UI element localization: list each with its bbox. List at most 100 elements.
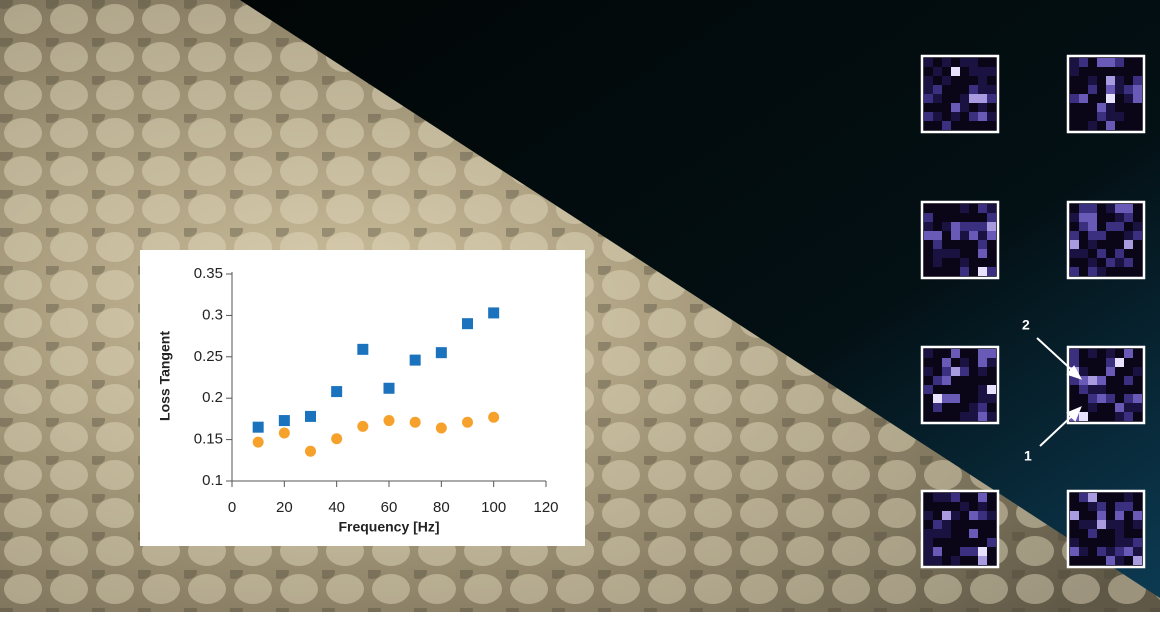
thumbnail-pixel xyxy=(1115,547,1124,556)
thumbnail-pixel xyxy=(1133,112,1142,121)
thumbnail-pixel xyxy=(1088,493,1097,502)
point xyxy=(410,417,421,428)
thumbnail-pixel xyxy=(969,547,978,556)
thumbnail-pixel xyxy=(1124,267,1133,276)
thumbnail-pixel xyxy=(942,112,951,121)
thumbnail-pixel xyxy=(1115,267,1124,276)
thumbnail-pixel xyxy=(987,493,996,502)
thumbnail-pixel xyxy=(1088,529,1097,538)
thumbnail-pixel xyxy=(942,258,951,267)
thumbnail-pixel xyxy=(1088,94,1097,103)
thumbnail-pixel xyxy=(1070,529,1079,538)
thumbnail-pixel xyxy=(969,94,978,103)
thumbnail-pixel xyxy=(1124,502,1133,511)
thumbnail-pixel xyxy=(969,385,978,394)
thumbnail-pixel xyxy=(978,412,987,421)
x-tick-label: 0 xyxy=(228,499,236,516)
thumbnail-pixel xyxy=(942,94,951,103)
thumbnail-pixel xyxy=(924,520,933,529)
thumbnail-pixel xyxy=(924,394,933,403)
point xyxy=(357,344,368,355)
thumbnail-pixel xyxy=(969,58,978,67)
thumbnail-pixel xyxy=(978,258,987,267)
thumbnail-pixel xyxy=(1088,385,1097,394)
thumbnail-pixel xyxy=(1079,240,1088,249)
thumbnail-pixel xyxy=(1088,412,1097,421)
thumbnail-pixel xyxy=(933,367,942,376)
thumbnail-pixel xyxy=(1115,85,1124,94)
thumbnail-pixel xyxy=(969,529,978,538)
thumbnail-pixel xyxy=(1133,267,1142,276)
thumbnail-pixel xyxy=(951,556,960,565)
thumbnail-pixel xyxy=(987,58,996,67)
thumbnail-pixel xyxy=(933,121,942,130)
thumbnail-pixel xyxy=(960,121,969,130)
thumbnail-pixel xyxy=(1124,204,1133,213)
thumbnail-pixel xyxy=(978,204,987,213)
thumbnail-pixel xyxy=(978,121,987,130)
thumbnail-pixel xyxy=(924,412,933,421)
thumbnail-pixel xyxy=(1133,231,1142,240)
thumbnail-pixel xyxy=(933,249,942,258)
thumbnail-pixel xyxy=(951,403,960,412)
x-tick-label: 40 xyxy=(328,499,345,516)
thumbnail-pixel xyxy=(1070,249,1079,258)
thumbnail-pixel xyxy=(1106,204,1115,213)
point xyxy=(331,386,342,397)
y-axis-label: Loss Tangent xyxy=(157,331,173,421)
thumbnail-pixel xyxy=(933,94,942,103)
thumbnail-pixel xyxy=(978,529,987,538)
thumbnail-pixel xyxy=(1115,258,1124,267)
thumbnail-pixel xyxy=(987,511,996,520)
thumbnail-pixel xyxy=(1106,112,1115,121)
thumbnail-pixel xyxy=(1079,267,1088,276)
thumbnail-pixel xyxy=(942,240,951,249)
thumbnail-pixel xyxy=(1115,58,1124,67)
thumbnail-pixel xyxy=(1070,231,1079,240)
thumbnail-pixel xyxy=(1106,58,1115,67)
thumbnail-pixel xyxy=(960,403,969,412)
thumbnail-pixel xyxy=(1070,240,1079,249)
thumbnail-pixel xyxy=(1106,249,1115,258)
point xyxy=(436,347,447,358)
point xyxy=(384,383,395,394)
thumbnail-pixel xyxy=(960,213,969,222)
thumbnail-pixel xyxy=(1106,121,1115,130)
thumbnail-pixel xyxy=(1088,520,1097,529)
thumbnail-pixel xyxy=(978,222,987,231)
thumbnail-pixel xyxy=(1133,121,1142,130)
thumbnail-pixel xyxy=(1070,258,1079,267)
thumbnail-pixel xyxy=(951,529,960,538)
thumbnail-pixel xyxy=(1079,94,1088,103)
thumbnail-pixel xyxy=(1133,511,1142,520)
thumbnail-pixel xyxy=(969,394,978,403)
thumbnail-pixel xyxy=(1115,240,1124,249)
thumbnail-pixel xyxy=(1079,412,1088,421)
thumbnail-pixel xyxy=(978,511,987,520)
thumbnail-pixel xyxy=(960,267,969,276)
thumbnail-pixel xyxy=(969,213,978,222)
thumbnail-pixel xyxy=(1070,538,1079,547)
point xyxy=(305,446,316,457)
thumbnail-pixel xyxy=(969,231,978,240)
thumbnail-pixel xyxy=(1124,349,1133,358)
thumbnail-pixel xyxy=(1133,103,1142,112)
thumbnail-pixel xyxy=(1070,511,1079,520)
thumbnail-pixel xyxy=(951,385,960,394)
thumbnail-pixel xyxy=(978,249,987,258)
thumbnail-pixel xyxy=(960,349,969,358)
thumbnail-pixel xyxy=(924,403,933,412)
thumbnail-pixel xyxy=(942,502,951,511)
thumbnail-pixel xyxy=(933,547,942,556)
thumbnail-pixel xyxy=(1088,121,1097,130)
thumbnail-pixel xyxy=(1097,358,1106,367)
thumbnail-pixel xyxy=(942,58,951,67)
thumbnail-pixel xyxy=(969,538,978,547)
thumbnail-pixel xyxy=(1124,58,1133,67)
thumbnail-pixel xyxy=(960,76,969,85)
thumbnail-pixel xyxy=(1106,412,1115,421)
thumbnail-pixel xyxy=(1097,367,1106,376)
thumbnail-pixel xyxy=(951,85,960,94)
thumbnail-pixel xyxy=(1097,349,1106,358)
thumbnail-pixel xyxy=(933,349,942,358)
